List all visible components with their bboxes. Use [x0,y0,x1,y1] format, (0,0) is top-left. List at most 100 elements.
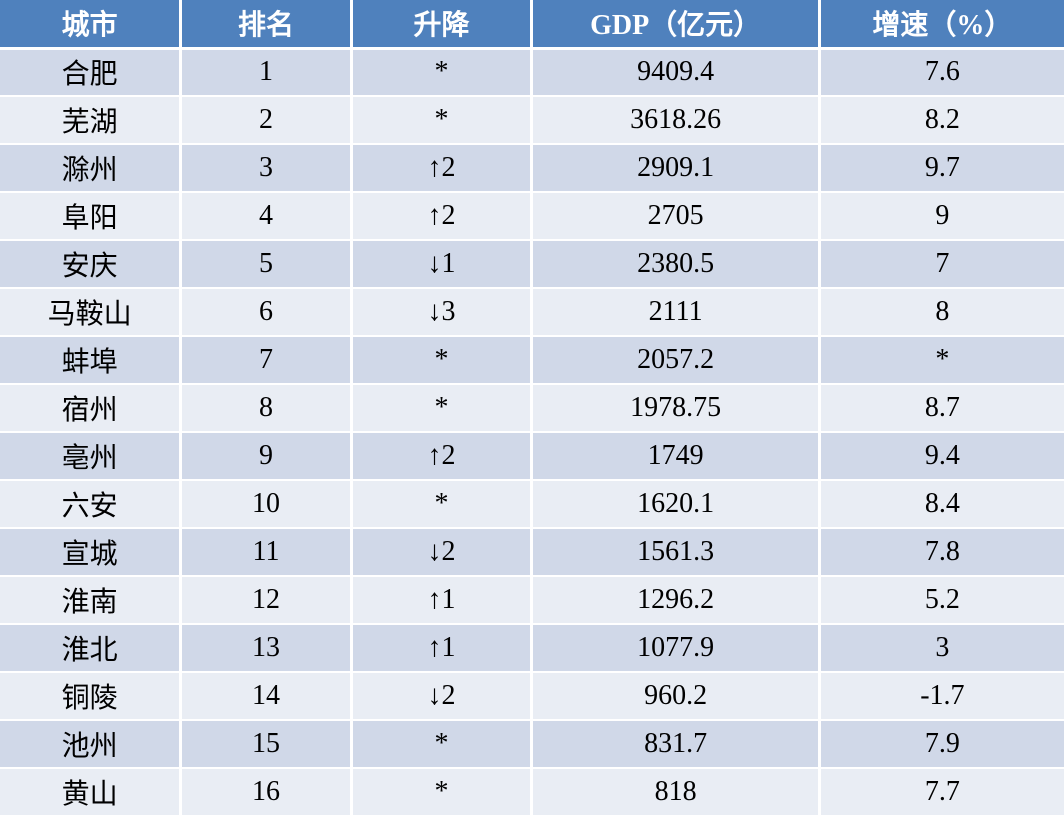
cell-growth: 7.9 [819,720,1064,768]
cell-rank: 14 [181,672,351,720]
cell-gdp: 831.7 [532,720,819,768]
cell-change: ↑2 [351,432,532,480]
cell-gdp: 1296.2 [532,576,819,624]
cell-rank: 9 [181,432,351,480]
table-body: 合肥1*9409.47.6芜湖2*3618.268.2滁州3↑22909.19.… [0,48,1064,816]
table-header-row: 城市 排名 升降 GDP（亿元） 增速（%） [0,0,1064,48]
cell-change: ↑1 [351,624,532,672]
cell-city: 淮北 [0,624,181,672]
cell-gdp: 1561.3 [532,528,819,576]
cell-growth: 7.8 [819,528,1064,576]
cell-city: 宿州 [0,384,181,432]
cell-growth: * [819,336,1064,384]
cell-growth: 8.7 [819,384,1064,432]
col-header-growth: 增速（%） [819,0,1064,48]
cell-change: * [351,96,532,144]
table-row: 滁州3↑22909.19.7 [0,144,1064,192]
cell-rank: 6 [181,288,351,336]
cell-growth: 7 [819,240,1064,288]
cell-rank: 5 [181,240,351,288]
cell-city: 马鞍山 [0,288,181,336]
cell-rank: 10 [181,480,351,528]
cell-city: 黄山 [0,768,181,816]
cell-growth: 9.4 [819,432,1064,480]
cell-change: ↓1 [351,240,532,288]
cell-gdp: 2057.2 [532,336,819,384]
col-header-gdp: GDP（亿元） [532,0,819,48]
cell-change: * [351,768,532,816]
cell-change: ↓2 [351,528,532,576]
cell-city: 阜阳 [0,192,181,240]
cell-city: 六安 [0,480,181,528]
cell-rank: 16 [181,768,351,816]
col-header-rank: 排名 [181,0,351,48]
cell-rank: 8 [181,384,351,432]
cell-rank: 11 [181,528,351,576]
cell-rank: 2 [181,96,351,144]
cell-growth: 5.2 [819,576,1064,624]
cell-rank: 1 [181,48,351,96]
gdp-ranking-table: 城市 排名 升降 GDP（亿元） 增速（%） 合肥1*9409.47.6芜湖2*… [0,0,1064,817]
cell-rank: 7 [181,336,351,384]
table-row: 合肥1*9409.47.6 [0,48,1064,96]
table-row: 黄山16*8187.7 [0,768,1064,816]
cell-growth: 7.6 [819,48,1064,96]
cell-city: 滁州 [0,144,181,192]
cell-gdp: 2111 [532,288,819,336]
col-header-change: 升降 [351,0,532,48]
table-row: 宿州8*1978.758.7 [0,384,1064,432]
cell-city: 亳州 [0,432,181,480]
cell-city: 淮南 [0,576,181,624]
cell-growth: 7.7 [819,768,1064,816]
table-row: 铜陵14↓2960.2-1.7 [0,672,1064,720]
cell-city: 蚌埠 [0,336,181,384]
cell-change: * [351,720,532,768]
cell-growth: 8 [819,288,1064,336]
cell-gdp: 2380.5 [532,240,819,288]
table-row: 阜阳4↑227059 [0,192,1064,240]
cell-change: * [351,48,532,96]
cell-gdp: 818 [532,768,819,816]
cell-city: 安庆 [0,240,181,288]
cell-change: ↑1 [351,576,532,624]
cell-rank: 13 [181,624,351,672]
cell-growth: 8.4 [819,480,1064,528]
table-row: 亳州9↑217499.4 [0,432,1064,480]
cell-gdp: 1077.9 [532,624,819,672]
table-row: 芜湖2*3618.268.2 [0,96,1064,144]
cell-gdp: 1620.1 [532,480,819,528]
cell-gdp: 2705 [532,192,819,240]
cell-change: * [351,480,532,528]
table-row: 池州15*831.77.9 [0,720,1064,768]
cell-change: * [351,336,532,384]
cell-gdp: 3618.26 [532,96,819,144]
cell-rank: 3 [181,144,351,192]
cell-gdp: 9409.4 [532,48,819,96]
cell-growth: 8.2 [819,96,1064,144]
cell-gdp: 2909.1 [532,144,819,192]
table-row: 马鞍山6↓321118 [0,288,1064,336]
cell-rank: 15 [181,720,351,768]
cell-rank: 4 [181,192,351,240]
cell-city: 池州 [0,720,181,768]
cell-change: ↓2 [351,672,532,720]
cell-change: * [351,384,532,432]
cell-change: ↑2 [351,144,532,192]
cell-growth: 3 [819,624,1064,672]
gdp-ranking-table-container: 城市 排名 升降 GDP（亿元） 增速（%） 合肥1*9409.47.6芜湖2*… [0,0,1064,817]
cell-city: 芜湖 [0,96,181,144]
cell-growth: 9.7 [819,144,1064,192]
cell-gdp: 1978.75 [532,384,819,432]
cell-rank: 12 [181,576,351,624]
table-row: 六安10*1620.18.4 [0,480,1064,528]
cell-growth: -1.7 [819,672,1064,720]
cell-change: ↑2 [351,192,532,240]
cell-growth: 9 [819,192,1064,240]
cell-change: ↓3 [351,288,532,336]
cell-gdp: 1749 [532,432,819,480]
cell-city: 合肥 [0,48,181,96]
table-row: 淮北13↑11077.93 [0,624,1064,672]
col-header-city: 城市 [0,0,181,48]
table-row: 蚌埠7*2057.2* [0,336,1064,384]
table-row: 安庆5↓12380.57 [0,240,1064,288]
